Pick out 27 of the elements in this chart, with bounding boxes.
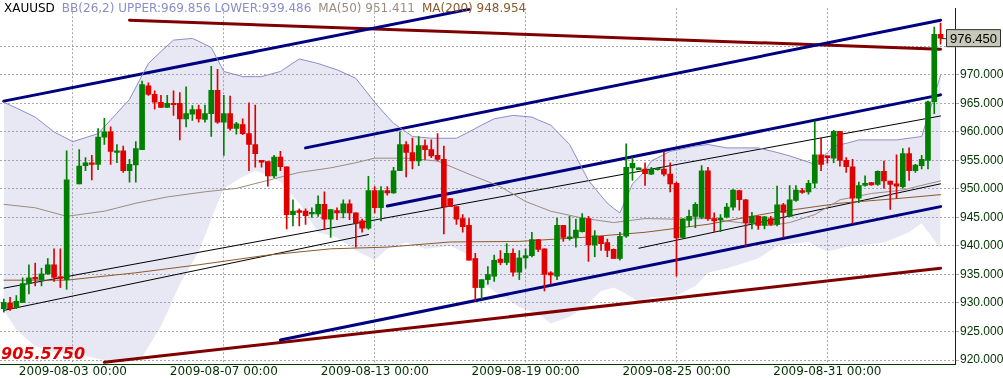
text: MA(200) 948.954	[421, 1, 527, 15]
y-tick-label: 945.000	[960, 209, 1003, 224]
y-tick-label: 920.000	[960, 352, 1003, 367]
x-tick-label: 2009-08-25 00:00	[622, 364, 731, 378]
candlestick	[88, 154, 95, 181]
y-tick-label: 930.000	[960, 295, 1003, 310]
annotation: 976.450	[950, 30, 998, 46]
x-tick-label: 2009-08-07 00:00	[169, 364, 278, 378]
y-tick-label: 950.000	[960, 181, 1003, 196]
candlestick	[799, 188, 806, 194]
x-tick-label: 2009-08-13 00:00	[320, 364, 429, 378]
y-tick-label: 935.000	[960, 266, 1003, 281]
text: MA(50) 951.411	[318, 1, 415, 15]
x-tick-label: 2009-08-03 00:00	[18, 364, 127, 378]
annotation: 905.5750	[1, 344, 86, 364]
y-tick-label: 965.000	[960, 95, 1003, 110]
y-tick-label: 970.000	[960, 67, 1003, 82]
y-tick-label: 925.000	[960, 323, 1003, 338]
candlestick	[114, 144, 120, 164]
x-tick-label: 2009-08-19 00:00	[471, 364, 580, 378]
text: BB(26,2) UPPER:969.856 LOWER:939.486	[61, 1, 312, 15]
y-tick-label: 960.000	[960, 124, 1003, 139]
x-tick-label: 2009-08-31 00:00	[773, 364, 882, 378]
chart-title: XAUUSD	[4, 1, 55, 15]
y-tick-label: 955.000	[960, 152, 1003, 167]
y-tick-label: 940.000	[960, 238, 1003, 253]
candlestick	[635, 167, 642, 170]
